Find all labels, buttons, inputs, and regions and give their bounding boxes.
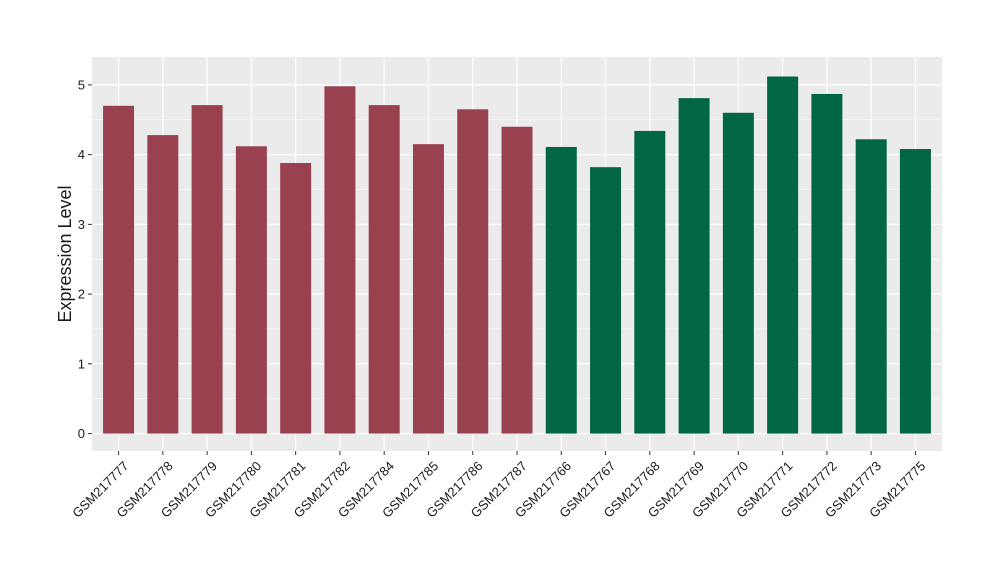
bar (324, 86, 356, 434)
x-axis: GSM217777GSM217778GSM217779GSM217780GSM2… (69, 451, 928, 521)
bar (457, 109, 489, 434)
bar (147, 135, 179, 434)
bar (191, 105, 223, 434)
bar (235, 146, 267, 434)
y-tick-label: 3 (78, 217, 85, 232)
bar (368, 105, 400, 434)
bar (501, 126, 533, 434)
bar (634, 130, 666, 434)
y-tick-label: 0 (78, 426, 85, 441)
y-axis: 0 1 2 3 4 5 (78, 77, 92, 441)
bars (103, 76, 931, 434)
bar (590, 167, 622, 434)
y-tick-label: 1 (78, 356, 85, 371)
bar (722, 112, 754, 434)
bar (899, 149, 931, 434)
y-tick-label: 4 (78, 147, 85, 162)
y-tick-label: 5 (78, 77, 85, 92)
bar (811, 93, 843, 434)
bar (678, 98, 710, 434)
bar (855, 139, 887, 434)
bar (545, 146, 577, 434)
y-axis-title: Expression Level (55, 185, 75, 322)
bar (103, 105, 135, 434)
y-tick-label: 2 (78, 287, 85, 302)
bar (412, 144, 444, 434)
bar (767, 76, 799, 434)
bar (280, 162, 312, 434)
